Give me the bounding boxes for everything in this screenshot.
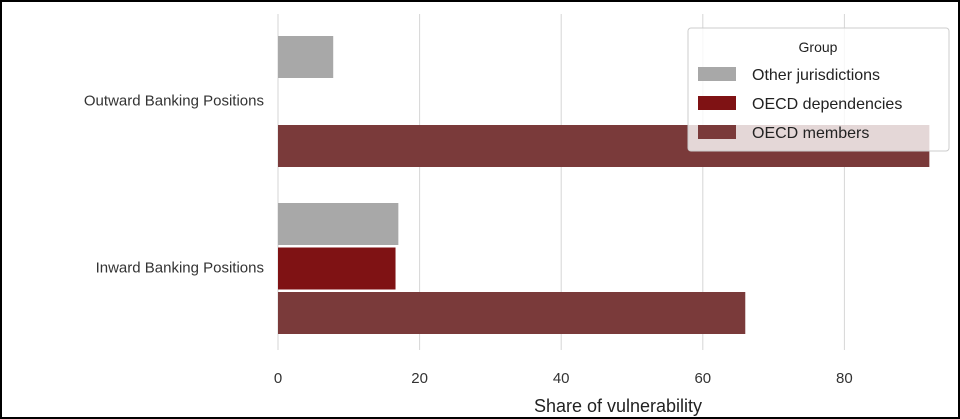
x-tick-label: 0 — [274, 370, 282, 387]
category-label: Outward Banking Positions — [84, 93, 264, 110]
legend-label: OECD members — [752, 125, 869, 142]
legend-swatch — [698, 67, 736, 81]
category-labels: Outward Banking Positions Inward Banking … — [84, 93, 264, 277]
category-label: Inward Banking Positions — [96, 260, 264, 277]
bar — [278, 36, 334, 78]
x-tick-label: 60 — [694, 370, 711, 387]
legend-label: Other jurisdictions — [752, 67, 880, 84]
legend-label: OECD dependencies — [752, 96, 902, 113]
legend-swatch — [698, 125, 736, 139]
x-tick-label: 40 — [553, 370, 570, 387]
x-axis-label: Share of vulnerability — [534, 396, 702, 416]
bar — [278, 203, 399, 245]
x-tick-label: 80 — [836, 370, 853, 387]
legend: Group Other jurisdictions OECD dependenci… — [687, 27, 950, 152]
x-tick-label: 20 — [411, 370, 428, 387]
bar — [278, 247, 396, 290]
legend-box — [687, 27, 950, 152]
legend-title: Group — [799, 39, 838, 55]
tick-labels: 0 20 40 60 80 — [274, 370, 853, 387]
legend-swatch — [698, 96, 736, 110]
bars — [278, 36, 930, 334]
bar — [278, 292, 746, 334]
